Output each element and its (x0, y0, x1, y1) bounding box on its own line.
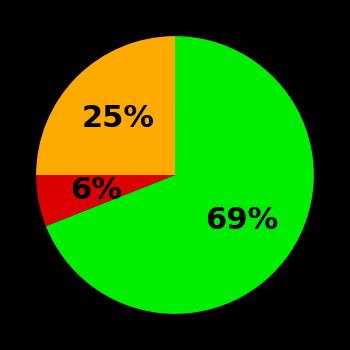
Text: 6%: 6% (70, 176, 122, 205)
Wedge shape (36, 36, 175, 175)
Wedge shape (36, 175, 175, 226)
Text: 69%: 69% (205, 206, 278, 235)
Text: 25%: 25% (82, 104, 155, 133)
Wedge shape (46, 36, 314, 314)
